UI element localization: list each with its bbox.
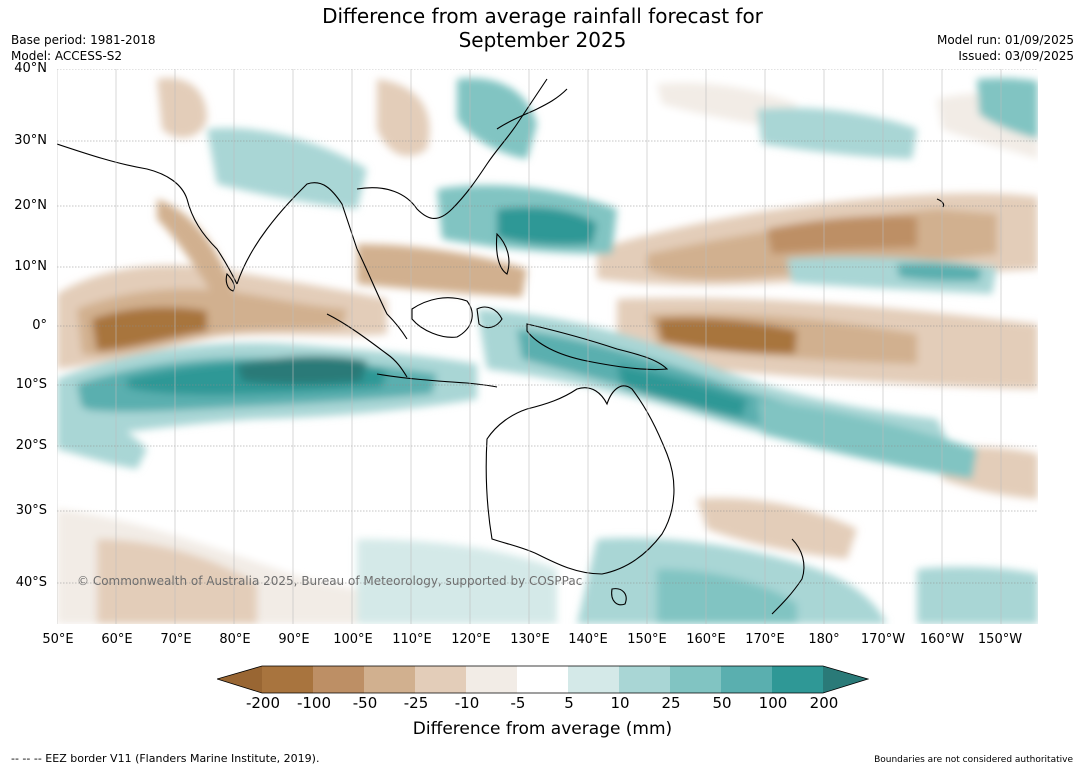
- new-zealand-coast: [771, 538, 805, 615]
- lon-label-150e: 150°E: [627, 632, 667, 647]
- colorbar-tick-7: 10: [610, 694, 630, 712]
- india-coast-west: [57, 143, 238, 285]
- lon-label-130e: 130°E: [510, 632, 550, 647]
- colorbar-tick-2: -50: [352, 694, 378, 712]
- lon-label-140e: 140°E: [568, 632, 608, 647]
- lat-label-0: 0°: [32, 318, 47, 333]
- colorbar-tick-10: 100: [758, 694, 788, 712]
- colorbar-tick-1: -100: [296, 694, 332, 712]
- colorbar-outline: [217, 665, 869, 694]
- colorbar-segment-8: [670, 666, 721, 693]
- lon-label-50e: 50°E: [42, 632, 74, 647]
- colorbar-segment-0: [262, 666, 313, 693]
- colorbar-segment-3: [415, 666, 466, 693]
- title-line-1: Difference from average rainfall forecas…: [322, 4, 763, 28]
- korea-japan-coast: [496, 88, 568, 130]
- lon-label-120e: 120°E: [451, 632, 491, 647]
- map-title: Difference from average rainfall forecas…: [0, 4, 1085, 52]
- lat-label-30s: 30°S: [15, 503, 47, 518]
- colorbar-segment-4: [466, 666, 517, 693]
- lon-label-160e: 160°E: [686, 632, 726, 647]
- colorbar-segment-5: [517, 666, 568, 693]
- colorbar-tick-3: -25: [403, 694, 429, 712]
- lon-label-150w: 150°W: [977, 632, 1023, 647]
- copyright-watermark: © Commonwealth of Australia 2025, Bureau…: [77, 574, 583, 588]
- colorbar-segment-2: [364, 666, 415, 693]
- philippines-coast: [495, 232, 510, 275]
- boundary-disclaimer: Boundaries are not considered authoritat…: [874, 755, 1073, 765]
- colorbar-tick-11: 200: [809, 694, 839, 712]
- issued-text: Issued: 03/09/2025: [958, 49, 1074, 63]
- sumatra-coast: [326, 313, 408, 378]
- colorbar-segment-7: [619, 666, 670, 693]
- colorbar-tick-4: -10: [454, 694, 480, 712]
- lat-label-40s: 40°S: [15, 575, 47, 590]
- borneo-coast: [411, 297, 473, 338]
- colorbar-tick-9: 50: [712, 694, 732, 712]
- colorbar-segment-6: [568, 666, 619, 693]
- colorbar-segment-10: [772, 666, 823, 693]
- model-run-text: Model run: 01/09/2025: [936, 33, 1074, 47]
- sri-lanka-coast: [225, 272, 235, 292]
- colorbar-tick-6: 5: [564, 694, 574, 712]
- java-coast: [376, 373, 498, 388]
- lon-label-160w: 160°W: [919, 632, 965, 647]
- lon-label-110e: 110°E: [392, 632, 432, 647]
- base-period-text: Base period: 1981-2018: [11, 33, 156, 47]
- lat-label-20s: 20°S: [15, 438, 47, 453]
- colorbar-segment-9: [721, 666, 772, 693]
- australia-coast: [485, 385, 675, 575]
- lon-label-80e: 80°E: [219, 632, 251, 647]
- colorbar-segment-1: [313, 666, 364, 693]
- lon-label-70e: 70°E: [160, 632, 192, 647]
- lat-label-10n: 10°N: [14, 259, 47, 274]
- colorbar: [217, 665, 869, 694]
- new-guinea-coast: [526, 323, 669, 371]
- meta-left: Base period: 1981-2018 Model: ACCESS-S2: [11, 32, 156, 64]
- meridians: [57, 69, 1002, 624]
- lat-label-30n: 30°N: [14, 133, 47, 148]
- lon-label-60e: 60°E: [101, 632, 133, 647]
- colorbar-label: Difference from average (mm): [412, 719, 673, 739]
- bay-of-bengal-coast: [236, 182, 358, 285]
- lat-label-40n: 40°N: [14, 61, 47, 76]
- tasmania-coast: [611, 588, 627, 606]
- colorbar-tick-0: -200: [245, 694, 281, 712]
- lon-label-100e: 100°E: [333, 632, 373, 647]
- lat-label-20n: 20°N: [14, 198, 47, 213]
- sulawesi-coast: [476, 306, 503, 329]
- lon-label-180: 180°: [808, 632, 840, 647]
- malay-peninsula-coast: [356, 248, 408, 340]
- anomaly-shading: [57, 78, 1038, 624]
- meta-right: Model run: 01/09/2025 Issued: 03/09/2025: [937, 32, 1074, 64]
- colorbar-under-arrow: [217, 666, 262, 693]
- model-text: Model: ACCESS-S2: [11, 49, 123, 63]
- eez-footnote: -- -- -- EEZ border V11 (Flanders Marine…: [11, 752, 320, 765]
- colorbar-over-arrow: [823, 666, 868, 693]
- lon-label-170w: 170°W: [860, 632, 906, 647]
- colorbar-tick-8: 25: [661, 694, 681, 712]
- lon-label-90e: 90°E: [278, 632, 310, 647]
- lon-label-170e: 170°E: [745, 632, 785, 647]
- lat-label-10s: 10°S: [15, 377, 47, 392]
- rainfall-anomaly-map: [57, 69, 1038, 624]
- title-line-2: September 2025: [458, 28, 627, 52]
- colorbar-tick-5: -5: [510, 694, 526, 712]
